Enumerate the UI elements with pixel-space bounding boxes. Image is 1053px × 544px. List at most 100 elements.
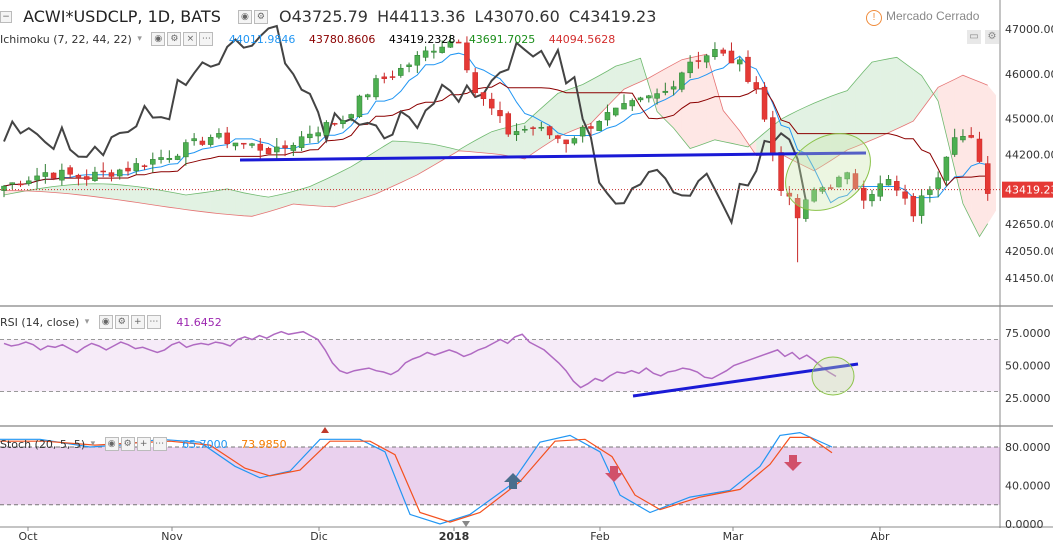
candle-body [298,136,305,148]
candle-body [712,49,718,57]
candle-body [431,50,437,53]
candle-body [555,135,561,139]
candle-body [571,138,578,144]
candle [240,142,247,149]
candle [232,142,239,151]
settings-icon[interactable]: ⚙ [253,9,268,24]
rsi-trendline [632,362,859,398]
add-icon[interactable]: + [136,437,151,451]
ichimoku-value-0: 44011.9846 [228,32,296,46]
price-tick-label: 47000.00 [1005,23,1053,36]
settings-icon[interactable]: ⚙ [120,437,135,451]
chevron-down-icon[interactable]: ▾ [137,34,142,44]
candle [17,180,24,188]
candle-body [984,163,991,194]
settings-icon[interactable]: ⚙ [985,30,999,44]
candle-body [158,157,164,160]
more-icon[interactable]: ⋯ [146,315,161,329]
chevron-down-icon[interactable]: ▾ [84,317,90,327]
close-icon[interactable]: × [183,32,198,46]
candle-body [422,50,429,58]
cloud-segment [326,175,335,207]
rsi-label[interactable]: RSI (14, close) [0,315,80,329]
cloud-segment [276,193,286,210]
candle [522,125,528,133]
last-price-tag [1002,181,1053,198]
settings-icon[interactable]: ⚙ [114,315,129,329]
candle [588,122,594,137]
kijun-line [3,82,988,187]
time-tick-label: Feb [590,530,609,543]
cloud-segment [285,191,294,207]
candle [207,134,214,147]
chevron-down-icon[interactable]: ▾ [90,439,96,449]
candle [538,121,545,132]
eye-icon[interactable]: ◉ [104,437,119,451]
ichimoku-label[interactable]: Ichimoku (7, 22, 44, 22) [0,32,132,46]
cloud-segment [615,63,624,98]
candle [174,153,181,161]
eye-icon[interactable]: ◉ [98,315,113,329]
add-icon[interactable]: + [130,315,145,329]
candle [646,94,652,103]
eye-icon[interactable]: ◉ [151,32,166,46]
candle [26,176,32,186]
candle [852,168,859,190]
price-tick-label: 42650.00 [1005,218,1053,231]
candle [968,127,974,139]
candle-body [464,42,470,71]
candle-body [17,183,24,186]
candle [133,157,140,175]
candle-body [836,176,842,188]
candle [59,163,65,186]
candle-body [968,135,974,138]
candle-body [654,93,660,99]
cloud-segment [607,66,616,107]
stoch-label[interactable]: Stoch (20, 5, 5) [0,437,86,451]
candle [42,164,49,184]
candle [894,175,900,197]
candle-body [646,95,652,99]
candle [951,128,958,157]
candle [497,101,503,124]
more-icon[interactable]: ⋯ [152,437,167,451]
price-trendline [239,151,867,162]
more-icon[interactable]: ⋯ [199,32,214,46]
candle [406,62,412,73]
cloud-segment [896,57,906,129]
candle-body [745,56,751,82]
price-tick-label: 42050.00 [1005,245,1053,258]
candle [918,189,925,224]
cloud-segment [119,184,128,202]
candle-body [116,169,123,177]
candle [464,36,470,73]
candle [249,142,255,149]
candle [9,182,16,190]
candle-body [885,179,892,186]
candle-body [348,114,354,119]
cloud-segment [433,144,443,166]
candle [298,131,305,151]
cloud-segment [789,110,798,163]
candle-body [307,133,313,139]
maximize-icon[interactable]: ▭ [967,30,981,44]
candle [654,88,660,105]
collapse-icon[interactable]: − [0,10,12,23]
ohlc-low: L43070.60 [474,7,560,26]
candle [389,70,396,81]
time-tick-label: Nov [161,530,183,543]
time-tick-label: 2018 [439,530,470,543]
candle [563,139,569,153]
cloud-segment [475,136,484,153]
time-tick-label: Dic [310,530,328,543]
settings-icon[interactable]: ⚙ [167,32,182,46]
candle-body [935,177,941,189]
eye-icon[interactable]: ◉ [237,9,252,24]
candle-body [703,55,710,63]
candle-body [406,64,412,67]
candle-body [910,196,917,217]
ichimoku-value-3: 43691.7025 [468,32,536,46]
ichimoku-legend: Ichimoku (7, 22, 44, 22) ▾ ◉ ⚙ × ⋯ 44011.98… [0,32,615,46]
candle-body [373,78,379,98]
